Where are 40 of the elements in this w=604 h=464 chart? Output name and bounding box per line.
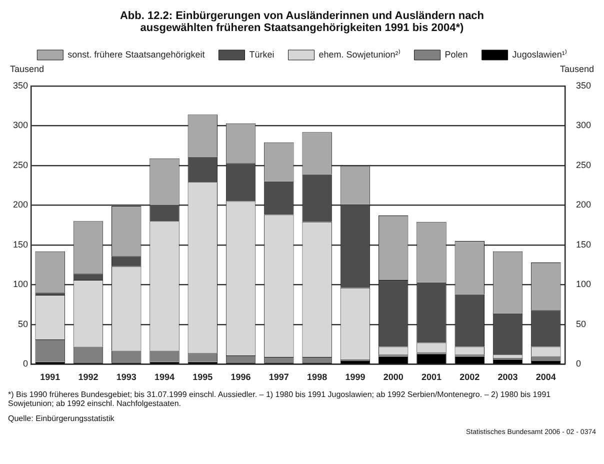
x-tick-label: 2004 [536,372,556,382]
y-tick-label: 50 [18,318,28,329]
y2-tick-label: 350 [576,80,592,90]
y2-tick-label: 300 [576,120,592,130]
x-tick-label: 1992 [78,372,98,382]
y2-tick-label: 150 [576,239,592,250]
x-tick-label: 1995 [192,372,213,382]
y2-tick-label: 200 [576,200,592,210]
x-tick-label: 1997 [268,372,289,382]
legend-label: sonst. frühere Staatsangehörigkeit [68,49,206,60]
y-tick-label: 150 [12,239,28,250]
x-tick-label: 2002 [460,372,480,382]
legend-label: Türkei [249,49,274,60]
y-tick-label: 350 [12,80,28,90]
x-tick-label: 1999 [345,372,366,382]
y-tick-label: 200 [12,200,28,210]
x-tick-label: 2001 [421,372,442,382]
legend-label: Jugoslawien¹⁾ [512,48,567,60]
y2-axis-title: Tausend [560,64,594,74]
x-tick-label: 1994 [154,372,175,382]
y2-tick-label: 50 [576,318,586,329]
y2-tick-label: 100 [576,279,592,290]
x-tick-label: 2003 [498,372,518,382]
y2-tick-label: 250 [576,160,592,170]
source-note: Quelle: Einbürgerungsstatistik [8,414,116,423]
x-tick-label: 1996 [230,372,251,382]
x-tick-label: 1993 [116,372,136,382]
y-tick-label: 0 [23,358,28,369]
text: *) Bis 1990 früheres Bundesgebiet; bis 31.07.1999 einschl. Aussiedler. – 1) 1980 bis 1991 Jugoslawien; ab 1992 Serbien/Montenegro. – 2) 1980 bis 1991 Sowjetunion; ab 1992 einschl. Nachfolgestaaten. [8,390,552,408]
y-tick-label: 250 [12,160,28,170]
y-axis-title: Tausend [10,64,44,74]
y-tick-label: 300 [12,120,28,130]
legend-label: ehem. Sowjetunion²⁾ [318,48,400,60]
y2-tick-label: 0 [576,358,581,369]
legend-label: Polen [444,49,468,60]
chart-title: Abb. 12.2: Einbürgerungen von Ausländerinnen und Ausländern nach ausgewählten früheren Staatsangehörigkeiten 1991 bis 2004*) [118,9,486,36]
x-tick-label: 2000 [383,372,404,382]
x-tick-label: 1998 [307,372,328,382]
x-tick-label: 1991 [40,372,60,382]
y-tick-label: 100 [12,279,28,290]
